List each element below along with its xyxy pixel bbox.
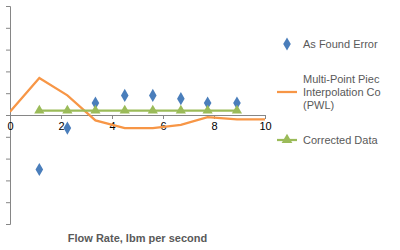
x-tick-mark	[61, 115, 62, 119]
y-tick-mark	[6, 6, 10, 7]
legend-marker	[282, 134, 293, 143]
y-tick	[6, 224, 10, 225]
legend-marker	[283, 37, 291, 50]
legend-item: Multi-Point PiecInterpolation Co(PWL)	[277, 73, 381, 111]
marks	[10, 78, 265, 176]
x-tick: 6	[160, 115, 166, 132]
point	[176, 105, 186, 114]
x-axis: 0246810	[7, 115, 271, 132]
x-tick-mark	[112, 115, 113, 119]
y-tick-mark	[6, 115, 10, 116]
legend-item: As Found Error	[283, 37, 378, 50]
y-tick	[6, 159, 10, 160]
point	[232, 105, 242, 114]
y-tick-mark	[6, 28, 10, 29]
y-tick	[6, 93, 10, 94]
x-tick-label: 0	[7, 120, 13, 132]
point	[203, 105, 213, 114]
y-axis-line	[6, 7, 11, 225]
legend-item: Corrected Data	[277, 134, 378, 146]
legend-line	[277, 91, 297, 93]
y-tick-mark	[6, 159, 10, 160]
x-tick-label: 2	[58, 120, 64, 132]
point	[62, 105, 72, 114]
y-axis	[6, 7, 11, 225]
x-tick-mark	[163, 115, 164, 119]
point	[120, 105, 130, 114]
y-tick	[6, 6, 10, 7]
y-tick	[6, 71, 10, 72]
point	[149, 89, 157, 102]
x-tick: 0	[7, 115, 13, 132]
legend-label: As Found Error	[303, 38, 378, 50]
point	[148, 105, 158, 114]
y-tick	[6, 202, 10, 203]
y-tick-mark	[6, 93, 10, 94]
x-tick: 2	[58, 115, 64, 132]
x-axis-title: Flow Rate, lbm per second	[68, 232, 207, 244]
y-tick	[6, 180, 10, 181]
plot: 0246810	[6, 7, 272, 225]
y-tick	[6, 115, 10, 116]
x-tick-mark	[10, 115, 11, 119]
y-tick	[6, 50, 10, 51]
y-tick-mark	[6, 224, 10, 225]
y-tick-mark	[6, 137, 10, 138]
x-tick-label: 8	[211, 120, 217, 132]
x-tick-label: 10	[259, 120, 271, 132]
legend-label: Corrected Data	[303, 134, 378, 146]
legend-label: Multi-Point PiecInterpolation Co(PWL)	[303, 73, 381, 111]
x-tick-mark	[265, 115, 266, 119]
point	[34, 105, 44, 114]
chart: 0246810Flow Rate, lbm per secondAs Found…	[0, 0, 400, 250]
legend: As Found Error Multi-Point PiecInterpolat…	[277, 37, 381, 146]
y-tick-mark	[6, 180, 10, 181]
point	[121, 89, 129, 102]
point	[64, 122, 72, 135]
y-tick	[6, 28, 10, 29]
y-tick-mark	[6, 50, 10, 51]
series-line	[10, 78, 265, 128]
point	[177, 92, 185, 105]
point	[90, 105, 100, 114]
point	[36, 163, 44, 176]
y-tick	[6, 137, 10, 138]
y-tick-mark	[6, 202, 10, 203]
y-tick-mark	[6, 71, 10, 72]
x-tick: 10	[259, 115, 271, 132]
